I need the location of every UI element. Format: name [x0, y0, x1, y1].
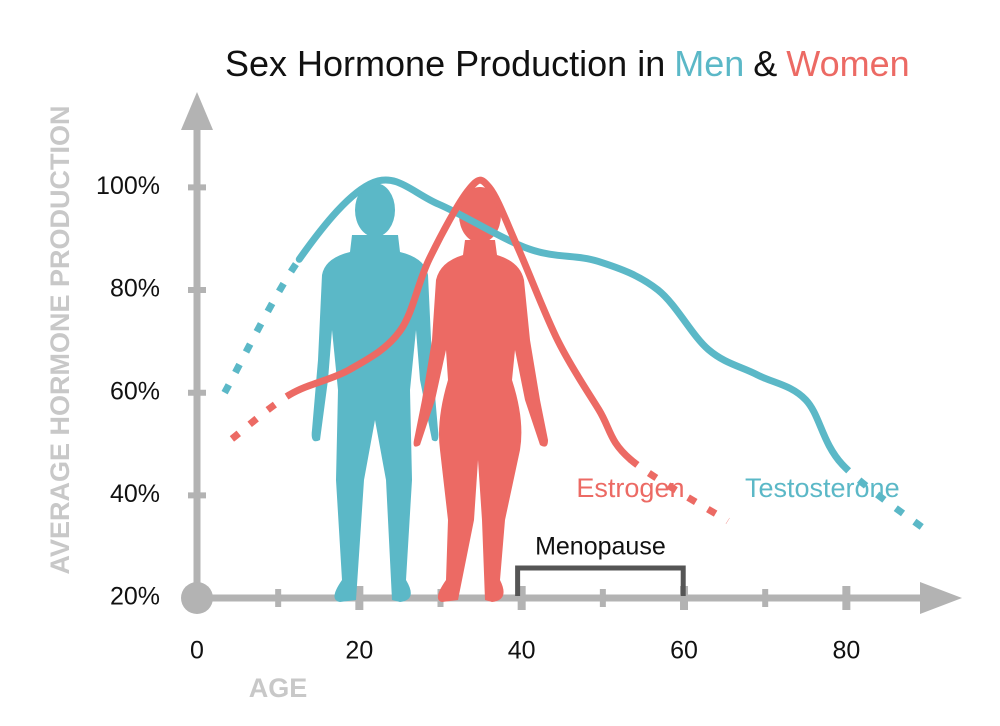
- chart-title: Sex Hormone Production in Men & Women: [225, 43, 910, 84]
- line-dotted: [221, 257, 303, 395]
- line: [286, 176, 634, 463]
- title-part: Men: [674, 43, 744, 84]
- y-tick-label: 80%: [110, 275, 160, 303]
- x-tick-label: 60: [670, 637, 698, 665]
- menopause-bracket: [515, 565, 686, 596]
- y-tick-label: 100%: [96, 172, 160, 200]
- line-dotted: [229, 391, 292, 442]
- title-part: &: [753, 43, 777, 84]
- title-part: Sex Hormone Production in: [225, 43, 665, 84]
- series-label: Testosterone: [745, 473, 900, 503]
- male-figure: [311, 183, 439, 602]
- y-axis-label: AVERAGE HORMONE PRODUCTION: [45, 105, 75, 574]
- x-axis-label: AGE: [249, 673, 308, 703]
- y-arrow: [181, 92, 213, 130]
- title-part: Women: [786, 43, 909, 84]
- x-tick-label: 80: [832, 637, 860, 665]
- line: [295, 176, 846, 469]
- origin: [181, 582, 213, 614]
- y-tick-label: 40%: [110, 480, 160, 508]
- series-label: Estrogen: [576, 473, 684, 503]
- y-tick-label: 60%: [110, 377, 160, 405]
- axes: [181, 92, 962, 614]
- x-tick-label: 20: [345, 637, 373, 665]
- figures: [311, 183, 548, 602]
- menopause-label: Menopause: [535, 533, 666, 561]
- x-arrow: [920, 582, 962, 614]
- x-tick-label: 40: [508, 637, 536, 665]
- y-tick-label: 20%: [110, 583, 160, 611]
- x-tick-label: 0: [190, 637, 204, 665]
